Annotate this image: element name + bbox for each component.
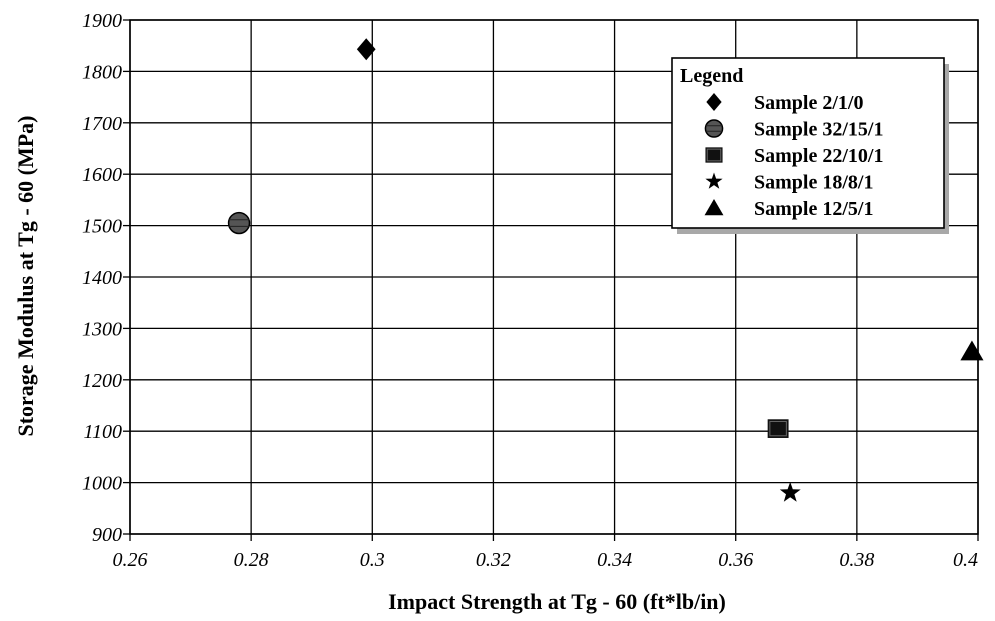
y-tick-label: 1600 [82, 164, 122, 186]
x-tick-label: 0.38 [839, 549, 874, 571]
y-tick-label: 1800 [82, 61, 122, 83]
x-tick-label: 0.36 [718, 549, 753, 571]
data-point-circle [227, 211, 251, 235]
data-point-triangle [960, 340, 984, 361]
data-point-diamond [356, 38, 376, 61]
x-tick-label: 0.26 [113, 549, 148, 571]
legend-marker-diamond [706, 93, 722, 111]
y-tick-label: 1500 [82, 216, 122, 238]
y-tick-label: 1000 [82, 473, 122, 495]
y-tick-label: 900 [92, 524, 122, 546]
x-tick-label: 0.4 [953, 549, 978, 571]
x-tick-label: 0.3 [360, 549, 385, 571]
legend-marker-star [705, 172, 723, 189]
legend-marker-square [705, 147, 723, 163]
x-tick-label: 0.28 [234, 549, 269, 571]
x-tick-label: 0.32 [476, 549, 511, 571]
legend-label: Sample 2/1/0 [754, 92, 863, 114]
data-point-star [779, 481, 801, 502]
legend-label: Sample 32/15/1 [754, 119, 883, 141]
x-axis-ticks: 0.26 0.28 0.3 0.32 0.34 0.36 0.38 0.4 [113, 534, 979, 571]
data-point-square [767, 419, 789, 438]
legend-label: Sample 18/8/1 [754, 172, 873, 194]
legend-marker-triangle [704, 199, 724, 216]
x-tick-label: 0.34 [597, 549, 632, 571]
y-axis-title: Storage Modulus at Tg - 60 (MPa) [13, 115, 38, 436]
legend-entries: Sample 2/1/0 Sample 32/15/1 Sample 22/10/1… [704, 92, 883, 220]
legend-marker-circle [704, 119, 724, 138]
legend-label: Sample 12/5/1 [754, 198, 873, 220]
y-tick-label: 1200 [82, 370, 122, 392]
y-axis-ticks: 900 1000 1100 1200 1300 1400 1500 1600 1700 1800 1… [82, 10, 130, 546]
x-axis-title: Impact Strength at Tg - 60 (ft*lb/in) [388, 589, 726, 614]
data-points [227, 38, 984, 502]
y-tick-label: 1700 [82, 113, 122, 135]
legend-box [671, 57, 945, 229]
y-tick-label: 1100 [83, 421, 122, 443]
y-tick-label: 1900 [82, 10, 122, 32]
legend-label: Sample 22/10/1 [754, 145, 883, 167]
legend-title: Legend [680, 65, 743, 87]
y-tick-label: 1400 [82, 267, 122, 289]
y-tick-label: 1300 [82, 318, 122, 340]
